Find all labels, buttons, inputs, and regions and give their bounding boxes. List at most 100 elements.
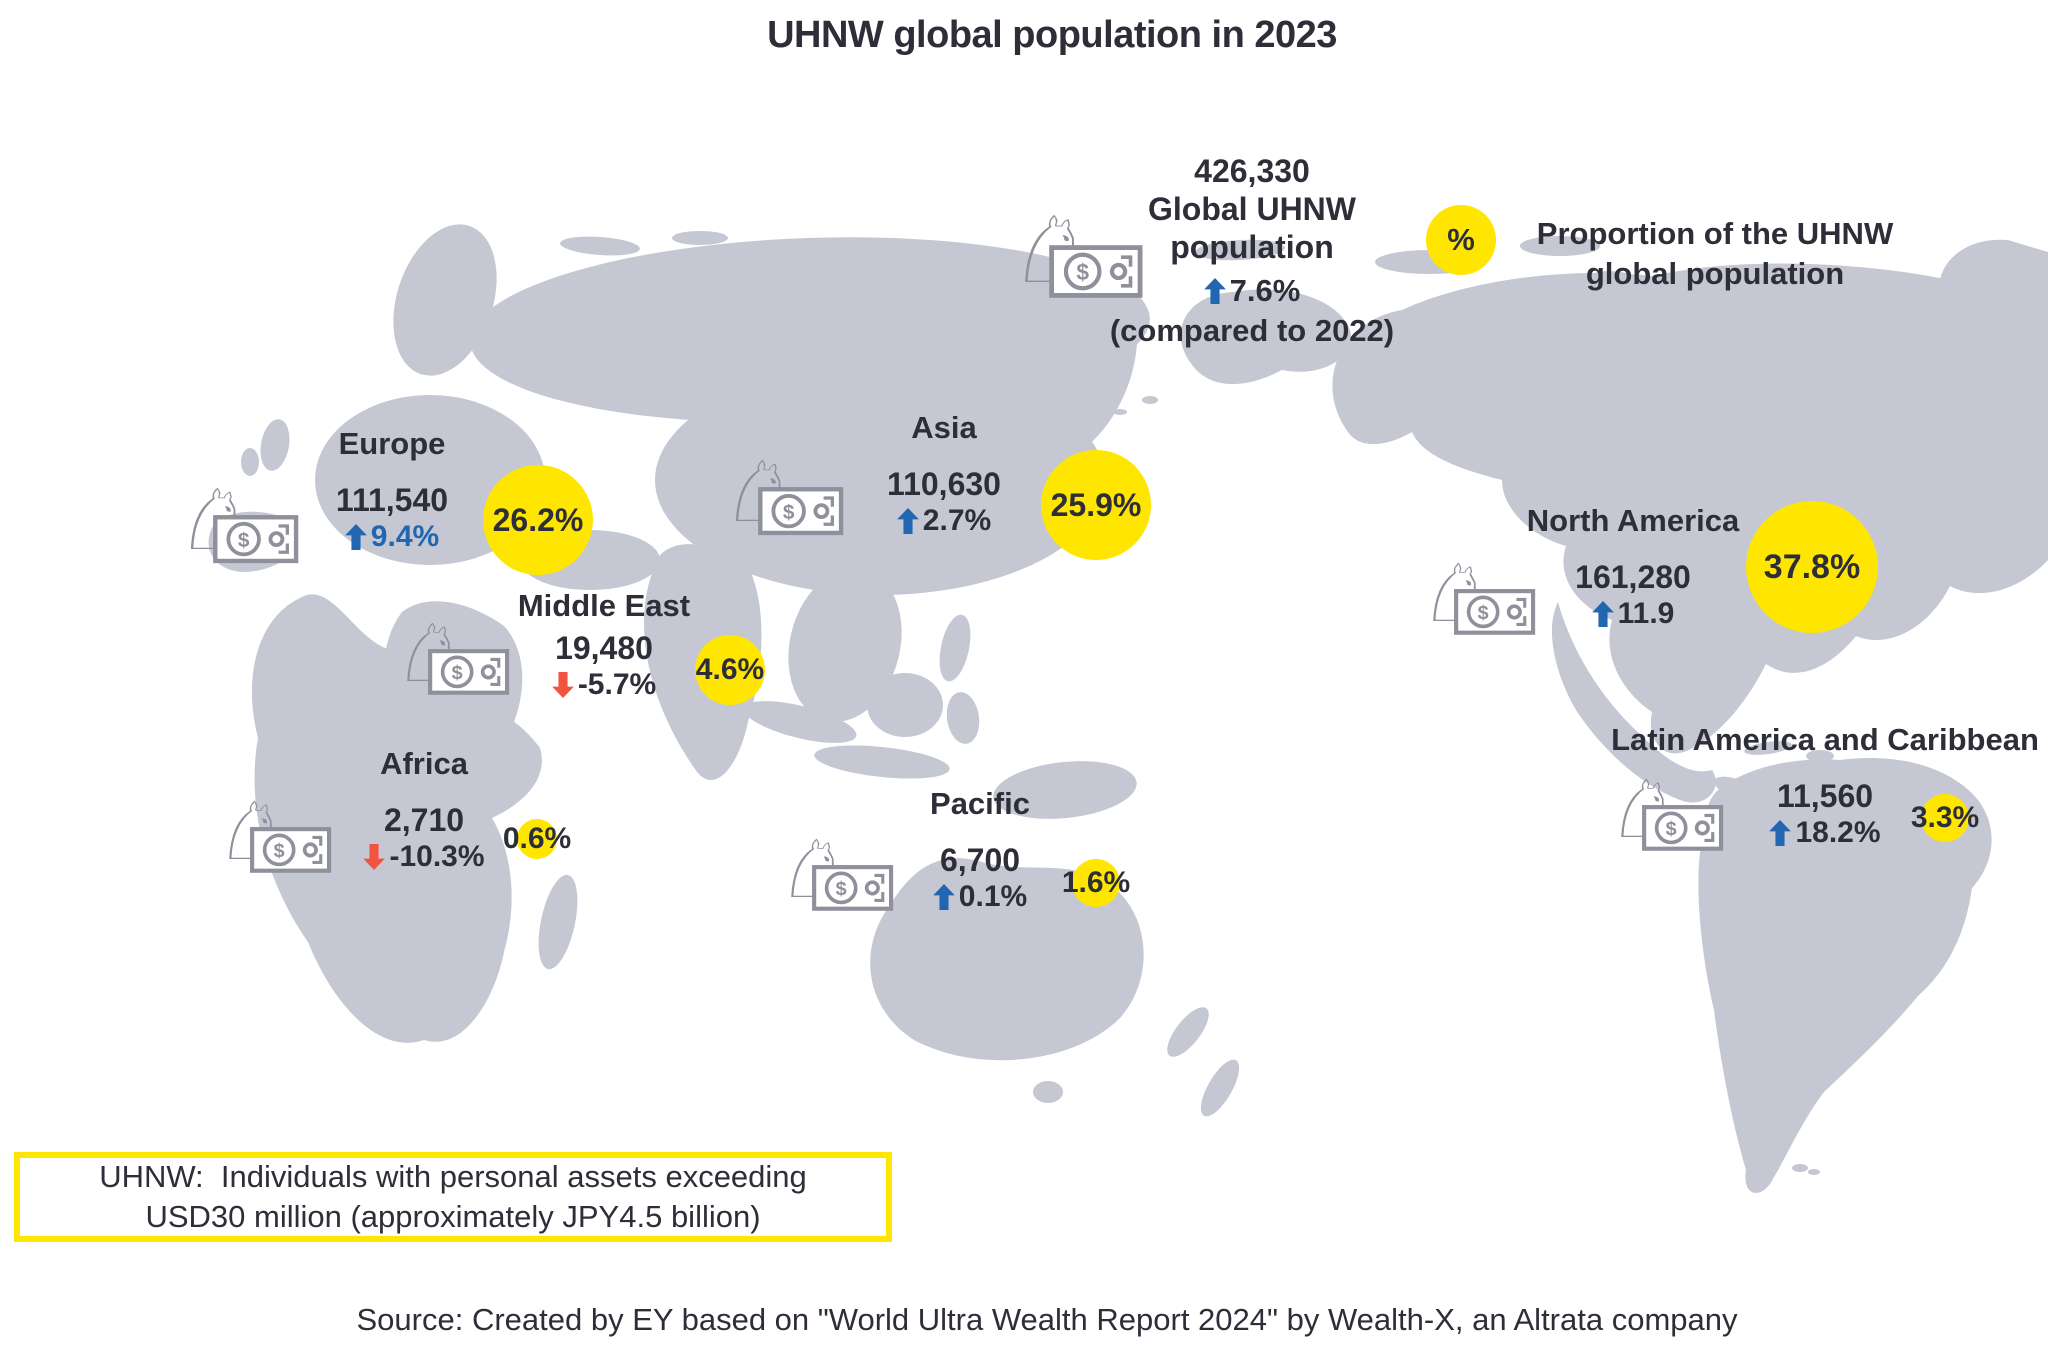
map-falkland-1	[1792, 1164, 1808, 1172]
region-change: 9.4%	[262, 520, 522, 554]
trend-arrow-icon	[932, 884, 955, 910]
trend-arrow-icon	[1203, 278, 1226, 304]
map-arctic-2	[672, 231, 728, 245]
legend-label-line2: global population	[1585, 256, 1845, 291]
legend-label-line1: Proportion of the UHNW	[1536, 216, 1894, 251]
svg-text:$: $	[273, 840, 284, 862]
map-central-asia	[655, 365, 1105, 595]
page-title: UHNW global population in 2023	[767, 14, 1337, 56]
map-arctic-5	[1520, 236, 1600, 256]
map-alaska	[1180, 289, 1352, 385]
map-indochina	[788, 568, 902, 722]
map-borneo	[867, 673, 943, 737]
region-value: 11,560	[1776, 778, 1874, 814]
region-value: 19,480	[555, 630, 653, 666]
region-value: 6,700	[939, 842, 1021, 878]
map-arctic-1	[560, 236, 640, 256]
region-name: Europe	[338, 426, 446, 461]
region-change: 11.9	[1463, 597, 1803, 631]
map-ireland	[241, 448, 259, 476]
svg-text:$: $	[783, 501, 795, 524]
trend-arrow-icon	[551, 672, 574, 698]
map-falkland-2	[1808, 1169, 1820, 1175]
global-value: 426,330	[1194, 153, 1310, 189]
pacific-knight-money-icon: ♘ $	[778, 823, 894, 916]
region-asia: Asia 110,630 2.7%	[814, 410, 1074, 538]
global-note: (compared to 2022)	[1109, 313, 1395, 348]
svg-text:$: $	[1477, 602, 1488, 624]
share-circle-north-america: 37.8%	[1746, 501, 1878, 633]
region-latin-america: Latin America and Caribbean 11,560 18.2%	[1588, 722, 2048, 850]
map-arctic-6	[1586, 271, 1654, 301]
region-value: 111,540	[335, 482, 449, 518]
map-madagascar	[538, 874, 578, 970]
map-north-america	[1332, 263, 2048, 754]
map-scandinavia	[393, 224, 497, 376]
share-circle-asia: 25.9%	[1041, 450, 1151, 560]
region-name: Africa	[380, 746, 468, 781]
global-label-line2: population	[1170, 229, 1334, 265]
trend-arrow-icon	[1591, 601, 1614, 627]
trend-arrow-icon	[344, 524, 367, 550]
share-circle-pacific: 1.6%	[1062, 859, 1130, 907]
source-credit: Source: Created by EY based on "World Ul…	[356, 1302, 1738, 1337]
map-new-zealand-south	[1200, 1059, 1240, 1117]
trend-arrow-icon	[896, 508, 919, 534]
map-new-guinea	[993, 761, 1137, 819]
banknote-icon: $	[757, 486, 843, 535]
trend-arrow-icon	[363, 844, 386, 870]
map-central-america	[1551, 602, 1716, 803]
region-change: 2.7%	[814, 504, 1074, 538]
svg-text:$: $	[835, 878, 846, 900]
global-population-block: 426,330 Global UHNW population 7.6% (com…	[1072, 152, 1432, 350]
region-change: -10.3%	[294, 840, 554, 874]
trend-arrow-icon	[1769, 820, 1792, 846]
map-britain	[260, 419, 290, 471]
map-australia	[870, 858, 1144, 1061]
share-circle-middle-east: 4.6%	[695, 635, 765, 705]
definition-line2: USD30 million (approximately JPY4.5 bill…	[145, 1199, 761, 1234]
region-name: Middle East	[517, 588, 691, 623]
map-aleutian-2	[1113, 409, 1127, 415]
map-hispaniola	[1806, 750, 1834, 762]
svg-text:$: $	[1665, 818, 1676, 840]
region-pacific: Pacific 6,700 0.1%	[850, 786, 1110, 914]
africa-knight-money-icon: ♘ $	[216, 785, 332, 878]
map-africa	[251, 594, 542, 1043]
map-arctic-3	[1195, 239, 1285, 261]
svg-text:$: $	[238, 529, 250, 552]
map-south-america	[1698, 757, 1992, 1193]
banknote-icon: $	[1049, 245, 1143, 298]
north-america-knight-money-icon: ♘ $	[1420, 547, 1536, 640]
banknote-icon: $	[212, 514, 298, 563]
map-philippines	[939, 614, 971, 682]
banknote-icon: $	[427, 649, 509, 695]
map-cuba	[1744, 741, 1792, 755]
region-change: -5.7%	[474, 668, 734, 702]
dollar-sign: $	[1077, 259, 1090, 285]
region-middle-east: Middle East 19,480 -5.7%	[474, 588, 734, 702]
region-value: 110,630	[887, 466, 1001, 502]
region-value: 2,710	[383, 802, 465, 838]
svg-text:$: $	[451, 662, 462, 684]
share-circle-latin-america: 3.3%	[1911, 794, 1979, 842]
region-name: Latin America and Caribbean	[1611, 722, 2039, 757]
map-java	[814, 745, 950, 779]
map-tasmania	[1033, 1081, 1063, 1103]
share-circle-africa: 0.6%	[503, 819, 571, 859]
map-sumatra	[743, 701, 857, 743]
europe-knight-money-icon: ♘ $	[177, 471, 299, 569]
middle-east-knight-money-icon: ♘ $	[394, 607, 510, 700]
map-aleutian-1	[1142, 396, 1158, 404]
asia-knight-money-icon: ♘ $	[722, 443, 844, 541]
legend-percent-circle: %	[1426, 205, 1496, 275]
map-siberia	[470, 237, 1150, 423]
region-change: 0.1%	[850, 880, 1110, 914]
region-name: Pacific	[930, 786, 1030, 821]
region-europe: Europe 111,540 9.4%	[262, 426, 522, 554]
map-new-zealand-north	[1167, 1007, 1209, 1057]
region-africa: Africa 2,710 -10.3%	[294, 746, 554, 874]
definition-line1: UHNW: Individuals with personal assets e…	[99, 1159, 807, 1194]
